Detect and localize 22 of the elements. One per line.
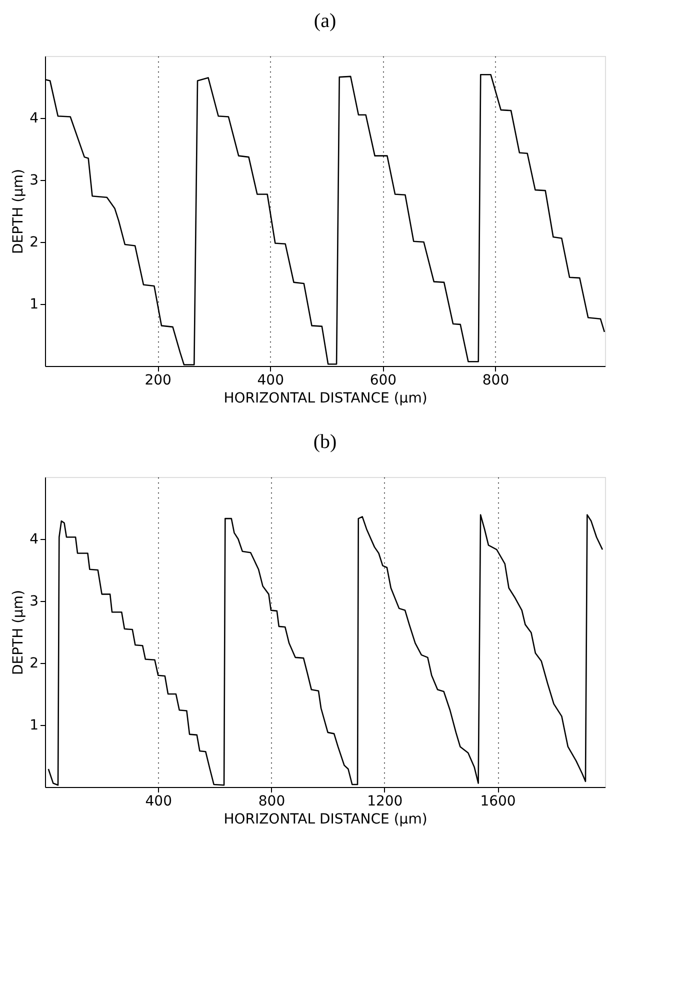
chart-title: (a) xyxy=(314,10,336,32)
x-tick-label: 200 xyxy=(144,372,172,388)
chart-title: (b) xyxy=(313,431,337,453)
y-axis-title: DEPTH (µm) xyxy=(10,590,27,676)
x-tick-label: 400 xyxy=(257,372,284,388)
y-tick-label: 4 xyxy=(30,532,39,548)
x-tick-label: 1600 xyxy=(480,794,516,810)
y-tick-label: 1 xyxy=(30,296,38,312)
y-tick-label: 3 xyxy=(30,594,38,610)
x-tick-label: 400 xyxy=(145,794,172,810)
x-tick-label: 800 xyxy=(258,794,286,810)
x-axis-title: HORIZONTAL DISTANCE (µm) xyxy=(224,812,428,828)
x-tick-label: 1200 xyxy=(367,794,403,810)
x-tick-label: 800 xyxy=(482,372,510,388)
y-tick-label: 2 xyxy=(30,656,38,672)
y-tick-label: 3 xyxy=(30,172,38,188)
y-tick-label: 4 xyxy=(30,110,39,126)
x-axis-title: HORIZONTAL DISTANCE (µm) xyxy=(224,390,428,406)
x-tick-label: 600 xyxy=(370,372,397,388)
y-tick-label: 1 xyxy=(30,718,38,734)
y-axis-title: DEPTH (µm) xyxy=(10,168,27,254)
y-tick-label: 2 xyxy=(30,234,38,250)
